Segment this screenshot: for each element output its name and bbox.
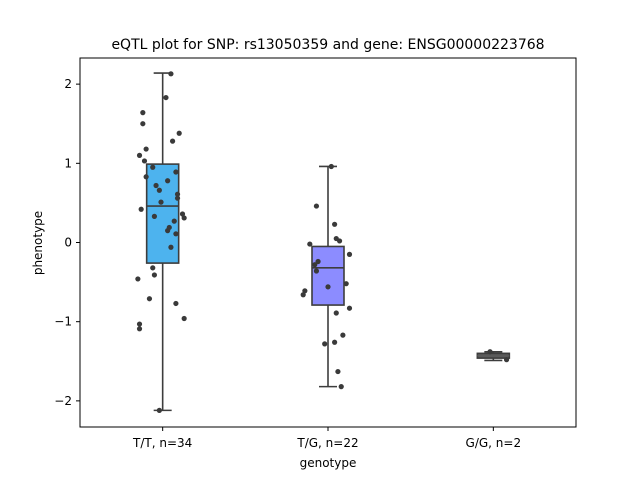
- data-point: [176, 130, 182, 136]
- data-point: [156, 407, 162, 413]
- x-axis-label: genotype: [300, 456, 357, 470]
- data-point: [150, 265, 156, 271]
- data-point: [335, 368, 341, 375]
- data-point: [302, 288, 308, 294]
- data-point: [140, 110, 146, 116]
- data-point: [151, 272, 157, 278]
- data-point: [181, 215, 187, 221]
- data-point: [138, 206, 144, 212]
- data-point: [168, 244, 174, 250]
- box-group-0: [145, 72, 180, 412]
- data-point: [165, 228, 171, 234]
- data-point: [173, 169, 179, 175]
- data-point: [328, 163, 334, 170]
- data-point: [322, 341, 328, 347]
- data-point: [487, 349, 493, 355]
- y-tick-label: 0: [64, 236, 72, 250]
- data-point: [136, 152, 143, 158]
- data-point: [169, 138, 176, 144]
- data-point: [143, 174, 149, 180]
- data-point: [307, 241, 313, 247]
- data-point: [173, 300, 179, 307]
- data-point: [153, 182, 159, 189]
- y-tick-label: −2: [54, 394, 72, 408]
- data-point: [173, 231, 179, 237]
- data-point: [503, 357, 510, 363]
- axes: −2 −1 0 1 2 T/T, n=34 T/G, n=22 G/G, n=2: [54, 57, 577, 450]
- data-point: [312, 262, 318, 268]
- data-point: [165, 178, 171, 184]
- data-point: [181, 315, 187, 322]
- data-point: [150, 164, 156, 170]
- data-point: [346, 251, 353, 257]
- data-point: [313, 203, 320, 209]
- data-point: [146, 296, 153, 302]
- data-point: [300, 292, 306, 298]
- y-tick-label: 1: [64, 156, 72, 170]
- data-point: [168, 71, 174, 77]
- plot-area: [135, 71, 511, 413]
- data-point: [136, 321, 143, 327]
- x-tick-label: T/G, n=22: [296, 436, 358, 450]
- data-point: [313, 268, 320, 274]
- data-point: [151, 213, 157, 219]
- box-iqr: [311, 245, 345, 306]
- data-point: [143, 146, 149, 152]
- y-axis-label: phenotype: [31, 211, 45, 275]
- chart-title: eQTL plot for SNP: rs13050359 and gene: …: [111, 37, 544, 53]
- data-point: [156, 187, 162, 193]
- box-group-1: [311, 165, 345, 388]
- data-point: [158, 199, 164, 205]
- data-point: [135, 276, 141, 282]
- box-group-2: [476, 350, 511, 362]
- data-point: [174, 195, 181, 201]
- data-point: [346, 305, 353, 311]
- x-tick-label: T/T, n=34: [132, 436, 192, 450]
- data-point: [163, 94, 169, 101]
- data-point: [340, 332, 346, 338]
- x-tick-label: G/G, n=2: [466, 436, 522, 450]
- data-point: [333, 310, 339, 316]
- y-tick-label: −1: [54, 315, 72, 329]
- data-point: [136, 326, 143, 332]
- data-point: [174, 191, 181, 197]
- data-point: [179, 211, 186, 217]
- data-point: [343, 281, 349, 287]
- data-point: [332, 221, 338, 227]
- data-point: [338, 384, 344, 390]
- data-point: [141, 158, 148, 164]
- data-point: [140, 121, 146, 127]
- data-point: [315, 258, 321, 265]
- data-point: [171, 218, 177, 224]
- y-tick-label: 2: [64, 77, 72, 91]
- data-point: [332, 339, 338, 345]
- box-iqr: [145, 163, 180, 264]
- data-point: [336, 238, 343, 244]
- data-point: [325, 284, 331, 290]
